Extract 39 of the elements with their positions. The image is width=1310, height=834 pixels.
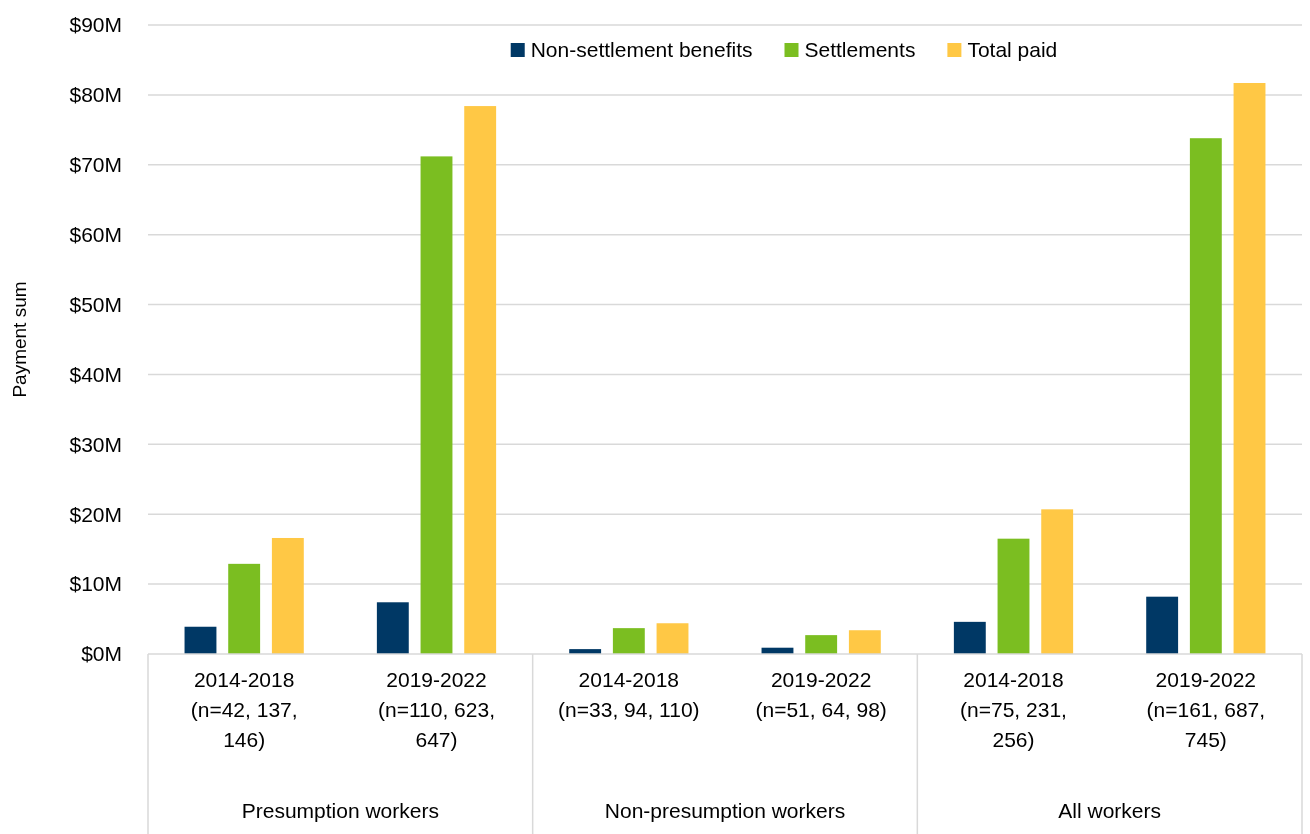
legend-label: Non-settlement benefits [530, 38, 753, 62]
text: All workers [1058, 799, 1162, 822]
bar [805, 635, 838, 654]
y-tick-label: $20M [69, 502, 122, 526]
bar [612, 628, 645, 654]
bar [228, 563, 261, 654]
y-tick-label: $30M [69, 432, 122, 456]
bar [376, 602, 409, 654]
y-tick-label: $90M [69, 13, 122, 37]
bar [1146, 596, 1179, 654]
y-tick-label: $50M [69, 292, 122, 316]
bar [1233, 83, 1266, 654]
bar [464, 106, 497, 654]
bar [1189, 138, 1222, 654]
bar [848, 630, 881, 654]
bar [997, 538, 1030, 654]
bar [953, 621, 986, 654]
bar [184, 626, 217, 654]
bar [656, 623, 689, 654]
y-tick-label: $60M [69, 223, 122, 247]
text: Presumption workers [241, 799, 439, 822]
bar [271, 537, 304, 654]
x-tick-label: 2014-2018 (n=42, 137, 146) [190, 668, 298, 752]
y-axis-title: Payment sum [9, 281, 30, 398]
bar [1041, 509, 1074, 654]
y-tick-label: $0M [81, 642, 122, 666]
x-tick-label: 2019-2022 (n=51, 64, 98) [755, 668, 887, 722]
x-tick-label: 2019-2022 (n=161, 687, 745) [1146, 668, 1266, 752]
y-tick-label: $10M [69, 572, 122, 596]
x-tick-label: 2014-2018 (n=33, 94, 110) [558, 668, 700, 722]
legend-label: Total paid [967, 38, 1058, 62]
x-tick-label: 2019-2022 (n=110, 623, 647) [378, 668, 495, 752]
y-tick-label: $70M [69, 153, 122, 177]
y-tick-label: $80M [69, 83, 122, 107]
x-tick-label: 2014-2018 (n=75, 231, 256) [960, 668, 1067, 752]
bar [420, 156, 453, 654]
text: Non-presumption workers [604, 799, 846, 822]
legend-label: Settlements [804, 38, 916, 62]
y-tick-label: $40M [69, 362, 122, 386]
